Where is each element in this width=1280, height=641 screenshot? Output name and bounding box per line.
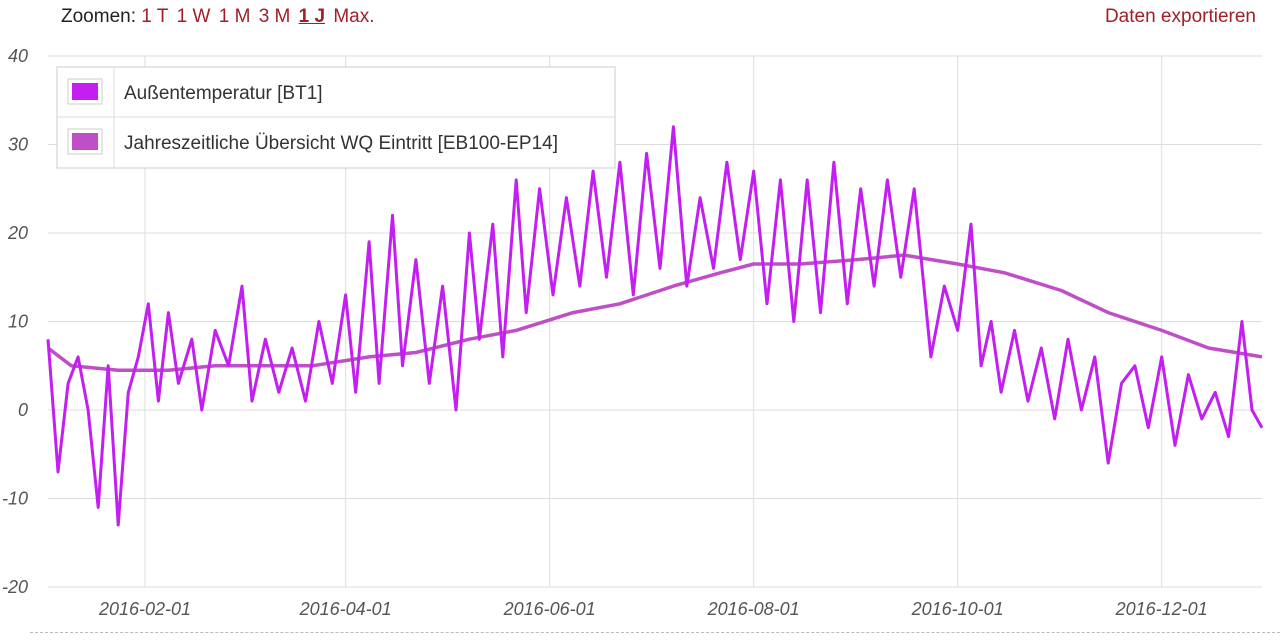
zoom-1-day-link[interactable]: 1 T: [141, 6, 169, 27]
x-tick-label: 2016-06-01: [503, 599, 596, 619]
legend-label-outdoor-temperature[interactable]: Außentemperatur [BT1]: [124, 83, 323, 104]
y-tick-label: 0: [18, 400, 28, 420]
y-tick-label: 20: [7, 223, 28, 243]
y-tick-label: -20: [2, 577, 28, 597]
export-data-link[interactable]: Daten exportieren: [1104, 6, 1256, 27]
y-tick-label: 40: [8, 46, 28, 66]
y-tick-label: 10: [8, 312, 28, 332]
zoom-3-months-link[interactable]: 3 M: [258, 6, 291, 27]
zoom-label: Zoomen:: [61, 6, 136, 27]
y-axis-ticks: 40 30 20 10 0 -10 -20: [2, 46, 28, 597]
chart-toolbar: Zoomen: 1 T 1 W 1 M 3 M 1 J Max. Daten e…: [0, 0, 1280, 34]
x-tick-label: 2016-10-01: [911, 599, 1004, 619]
x-tick-label: 2016-08-01: [707, 599, 800, 619]
zoom-1-month-link[interactable]: 1 M: [218, 6, 251, 27]
x-tick-label: 2016-02-01: [98, 599, 191, 619]
y-tick-label: -10: [2, 489, 28, 509]
x-tick-label: 2016-12-01: [1115, 599, 1208, 619]
zoom-bar: Zoomen: 1 T 1 W 1 M 3 M 1 J Max.: [61, 6, 378, 28]
series-line-outdoor-temperature: [46, 125, 1264, 527]
series-line-source-inlet: [46, 253, 1263, 372]
bottom-divider: [30, 632, 1280, 633]
zoom-1-year-link[interactable]: 1 J: [298, 6, 326, 27]
x-tick-label: 2016-04-01: [299, 599, 392, 619]
y-tick-label: 30: [8, 135, 28, 155]
legend-swatch-outdoor-temperature[interactable]: [72, 83, 98, 100]
chart-legend: Außentemperatur [BT1] Jahreszeitliche Üb…: [56, 66, 616, 169]
legend-swatch-source-inlet[interactable]: [72, 133, 98, 150]
x-axis-ticks: 2016-02-01 2016-04-01 2016-06-01 2016-08-01…: [98, 599, 1208, 619]
zoom-1-week-link[interactable]: 1 W: [176, 6, 211, 27]
zoom-max-link[interactable]: Max.: [333, 6, 375, 27]
series-layer: [46, 125, 1264, 527]
legend-label-source-inlet[interactable]: Jahreszeitliche Übersicht WQ Eintritt [E…: [124, 133, 558, 154]
